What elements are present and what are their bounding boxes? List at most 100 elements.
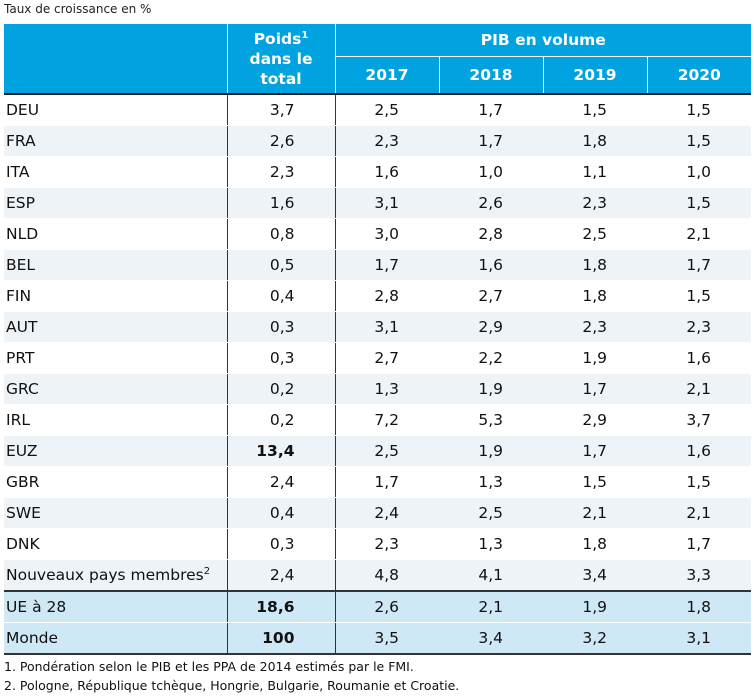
row-value-2017: 2,5 (334, 435, 439, 467)
row-value-2018: 1,6 (439, 249, 543, 281)
row-label: DNK (4, 528, 227, 560)
table-row: DEU 3,7 2,5 1,7 1,5 1,5 (4, 93, 752, 126)
table-row: BEL 0,5 1,7 1,6 1,8 1,7 (4, 249, 752, 281)
row-value-2020: 2,1 (647, 373, 752, 405)
row-value-2018: 2,9 (439, 311, 543, 343)
row-value-2020: 1,5 (647, 280, 752, 312)
row-poids: 0,5 (226, 249, 335, 281)
row-value-2020: 1,5 (647, 93, 752, 126)
row-value-2020: 1,5 (647, 187, 752, 219)
table-row: SWE 0,4 2,4 2,5 2,1 2,1 (4, 497, 752, 529)
row-poids: 2,3 (226, 156, 335, 188)
row-poids: 0,4 (226, 280, 335, 312)
row-value-2018: 2,6 (439, 187, 543, 219)
row-poids: 0,3 (226, 311, 335, 343)
row-label: IRL (4, 404, 227, 436)
row-value-2020: 2,1 (647, 218, 752, 250)
row-value-2017: 2,4 (334, 497, 439, 529)
row-value-2019: 1,8 (543, 280, 647, 312)
row-label: NLD (4, 218, 227, 250)
row-label-text: GRC (6, 380, 39, 398)
row-value-2018: 4,1 (439, 559, 543, 592)
row-label-text: SWE (6, 504, 41, 522)
row-poids: 2,6 (226, 125, 335, 157)
row-value-2020: 2,1 (647, 497, 752, 529)
row-value-2019: 1,5 (543, 93, 647, 126)
row-value-2019: 3,4 (543, 559, 647, 592)
row-value-2018: 2,2 (439, 342, 543, 374)
row-label: BEL (4, 249, 227, 281)
row-value-2017: 2,5 (334, 93, 439, 126)
row-poids: 0,2 (226, 404, 335, 436)
row-value-2017: 2,7 (334, 342, 439, 374)
row-label: SWE (4, 497, 227, 529)
row-label-text: ITA (6, 163, 30, 181)
row-label: EUZ (4, 435, 227, 467)
row-value-2019: 2,9 (543, 404, 647, 436)
row-value-2019: 1,1 (543, 156, 647, 188)
row-value-2020: 1,5 (647, 125, 752, 157)
header-year-2018: 2018 (439, 56, 544, 94)
row-value-2017: 1,7 (334, 466, 439, 498)
aggregate-row: Monde 100 3,5 3,4 3,2 3,1 (4, 622, 752, 655)
table-row: IRL 0,2 7,2 5,3 2,9 3,7 (4, 404, 752, 436)
aggregate-value-2020: 1,8 (647, 590, 752, 623)
row-poids: 0,2 (226, 373, 335, 405)
row-value-2019: 2,1 (543, 497, 647, 529)
row-label-text: DNK (6, 535, 40, 553)
row-label-text: EUZ (6, 442, 38, 460)
row-poids: 1,6 (226, 187, 335, 219)
table-row: Nouveaux pays membres2 2,4 4,8 4,1 3,4 3,3 (4, 559, 752, 592)
row-value-2019: 2,3 (543, 311, 647, 343)
row-value-2017: 3,0 (334, 218, 439, 250)
header-year-2017: 2017 (335, 56, 440, 94)
aggregate-value-2017: 3,5 (334, 622, 439, 655)
row-value-2018: 1,7 (439, 125, 543, 157)
row-label: PRT (4, 342, 227, 374)
row-label-text: NLD (6, 225, 39, 243)
table-row: FRA 2,6 2,3 1,7 1,8 1,5 (4, 125, 752, 157)
row-value-2017: 1,3 (334, 373, 439, 405)
header-country-cell (4, 24, 228, 94)
row-value-2017: 7,2 (334, 404, 439, 436)
row-value-2017: 1,7 (334, 249, 439, 281)
row-value-2020: 1,7 (647, 249, 752, 281)
row-value-2019: 1,5 (543, 466, 647, 498)
row-label: FRA (4, 125, 227, 157)
row-poids: 2,4 (226, 466, 335, 498)
aggregate-value-2020: 3,1 (647, 622, 752, 655)
footnotes: 1. Pondération selon le PIB et les PPA d… (4, 657, 459, 695)
row-value-2018: 1,9 (439, 373, 543, 405)
table-row: PRT 0,3 2,7 2,2 1,9 1,6 (4, 342, 752, 374)
aggregate-value-2018: 3,4 (439, 622, 543, 655)
row-value-2017: 2,3 (334, 528, 439, 560)
aggregate-value-2017: 2,6 (334, 590, 439, 623)
header-year-2019: 2019 (543, 56, 648, 94)
row-value-2018: 1,7 (439, 93, 543, 126)
row-value-2018: 1,9 (439, 435, 543, 467)
row-value-2017: 4,8 (334, 559, 439, 592)
aggregate-value-2018: 2,1 (439, 590, 543, 623)
row-label: ESP (4, 187, 227, 219)
row-poids: 2,4 (226, 559, 335, 592)
row-value-2018: 2,5 (439, 497, 543, 529)
row-value-2018: 5,3 (439, 404, 543, 436)
header-poids-line2: dans le total (249, 49, 313, 88)
row-poids: 3,7 (226, 93, 335, 126)
header-poids-line1: Poids (253, 29, 302, 48)
row-value-2019: 1,8 (543, 528, 647, 560)
table-header: Poids1 dans le total PIB en volume 2017 … (4, 24, 752, 94)
row-poids: 0,3 (226, 342, 335, 374)
table-row: ITA 2,3 1,6 1,0 1,1 1,0 (4, 156, 752, 188)
row-value-2017: 3,1 (334, 311, 439, 343)
row-value-2020: 3,3 (647, 559, 752, 592)
row-label-text: BEL (6, 256, 36, 274)
row-label: FIN (4, 280, 227, 312)
aggregate-label: Monde (4, 622, 227, 655)
row-value-2018: 1,3 (439, 466, 543, 498)
row-label-text: AUT (6, 318, 38, 336)
row-value-2018: 2,7 (439, 280, 543, 312)
table-row: NLD 0,8 3,0 2,8 2,5 2,1 (4, 218, 752, 250)
row-value-2020: 1,5 (647, 466, 752, 498)
table-row: GBR 2,4 1,7 1,3 1,5 1,5 (4, 466, 752, 498)
